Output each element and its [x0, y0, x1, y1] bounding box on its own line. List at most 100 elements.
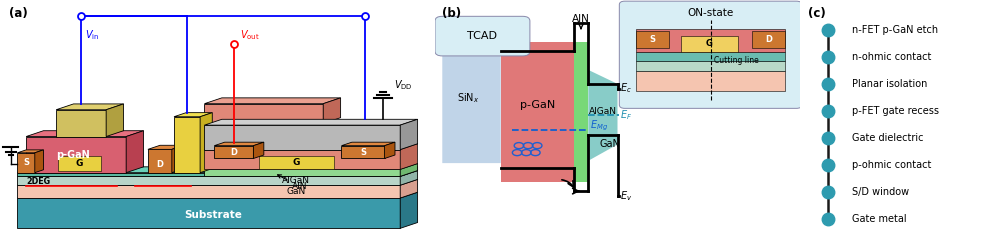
Polygon shape [400, 179, 418, 198]
Polygon shape [400, 144, 418, 169]
Text: G: G [706, 39, 713, 48]
Bar [636, 31, 669, 48]
Bar [752, 31, 785, 48]
Text: (a): (a) [9, 7, 27, 20]
Text: TCAD: TCAD [467, 31, 497, 41]
Polygon shape [323, 98, 341, 123]
Polygon shape [17, 192, 418, 198]
Polygon shape [214, 146, 253, 158]
Polygon shape [204, 98, 341, 104]
Polygon shape [106, 104, 124, 137]
Text: (c): (c) [808, 7, 826, 20]
Polygon shape [400, 164, 418, 176]
Polygon shape [400, 171, 418, 185]
Polygon shape [126, 131, 144, 173]
Bar [636, 61, 785, 71]
Text: GaN: GaN [599, 140, 620, 149]
Text: p-FET gate recess: p-FET gate recess [852, 106, 939, 116]
Text: $V_\mathrm{DD}$: $V_\mathrm{DD}$ [394, 78, 412, 92]
Polygon shape [253, 142, 264, 158]
Text: Gate dielectric: Gate dielectric [852, 133, 924, 143]
Polygon shape [204, 164, 418, 169]
Text: $E_F$: $E_F$ [620, 108, 633, 122]
Text: Cutting line: Cutting line [714, 56, 759, 65]
Polygon shape [17, 185, 400, 198]
Text: $E_{Mg}$: $E_{Mg}$ [590, 119, 608, 133]
Text: n-ohmic contact: n-ohmic contact [852, 52, 931, 62]
Text: SiN$_x$: SiN$_x$ [457, 91, 480, 105]
Text: S: S [649, 35, 655, 44]
Polygon shape [259, 156, 334, 169]
Text: Planar isolation: Planar isolation [852, 79, 927, 89]
FancyBboxPatch shape [619, 1, 802, 108]
Polygon shape [26, 137, 126, 173]
Polygon shape [204, 125, 400, 150]
Polygon shape [26, 131, 144, 137]
Polygon shape [172, 145, 184, 173]
Text: p-ohmic contact: p-ohmic contact [852, 160, 931, 170]
Bar [636, 71, 785, 91]
Polygon shape [341, 146, 385, 158]
Polygon shape [17, 171, 418, 176]
Polygon shape [17, 176, 400, 185]
Polygon shape [341, 142, 395, 146]
Polygon shape [204, 169, 400, 176]
Polygon shape [58, 156, 101, 171]
Text: S: S [23, 158, 29, 167]
Polygon shape [17, 198, 400, 228]
Text: 2DEG: 2DEG [26, 178, 50, 186]
Text: G: G [293, 158, 300, 167]
Polygon shape [204, 150, 400, 169]
Text: S: S [360, 148, 366, 157]
Text: AlGaN: AlGaN [282, 176, 310, 185]
Polygon shape [200, 113, 212, 173]
Text: p-GaN: p-GaN [56, 150, 90, 160]
Polygon shape [174, 113, 212, 117]
Text: S/D window: S/D window [852, 187, 909, 197]
Polygon shape [56, 104, 124, 110]
Polygon shape [174, 117, 200, 173]
Polygon shape [400, 192, 418, 228]
Polygon shape [501, 42, 574, 182]
Text: D: D [156, 160, 163, 169]
Text: D: D [765, 35, 772, 44]
FancyBboxPatch shape [435, 16, 530, 56]
Text: (b): (b) [442, 7, 461, 20]
Polygon shape [17, 150, 44, 153]
Text: $V_\mathrm{in}$: $V_\mathrm{in}$ [85, 28, 100, 42]
Text: $V_\mathrm{out}$: $V_\mathrm{out}$ [240, 28, 260, 42]
Polygon shape [204, 144, 418, 150]
Text: AlGaN: AlGaN [589, 107, 617, 116]
Text: ON-state: ON-state [687, 8, 734, 18]
Text: $E_v$: $E_v$ [620, 189, 633, 203]
Text: D: D [230, 148, 237, 157]
Polygon shape [56, 110, 106, 137]
Text: Gate metal: Gate metal [852, 214, 907, 224]
Polygon shape [17, 153, 35, 173]
Text: G: G [76, 159, 83, 168]
Polygon shape [588, 70, 618, 161]
Polygon shape [400, 167, 418, 176]
Polygon shape [214, 142, 264, 146]
Text: $E_c$: $E_c$ [620, 82, 632, 96]
Polygon shape [442, 19, 501, 163]
Polygon shape [17, 179, 418, 185]
Polygon shape [385, 142, 395, 158]
Bar [636, 52, 785, 61]
Polygon shape [148, 145, 184, 149]
Text: p-GaN: p-GaN [520, 100, 555, 110]
Text: Substrate: Substrate [184, 210, 242, 220]
Polygon shape [35, 150, 44, 173]
Polygon shape [17, 167, 418, 173]
Text: AlN: AlN [572, 14, 590, 24]
Text: GaN: GaN [286, 187, 305, 196]
Text: AlN: AlN [278, 175, 308, 191]
Polygon shape [17, 173, 400, 176]
Bar [681, 36, 738, 52]
Polygon shape [148, 149, 172, 173]
Polygon shape [574, 42, 588, 182]
Bar [636, 29, 785, 52]
Polygon shape [204, 104, 323, 123]
Polygon shape [204, 119, 418, 125]
Polygon shape [400, 119, 418, 150]
